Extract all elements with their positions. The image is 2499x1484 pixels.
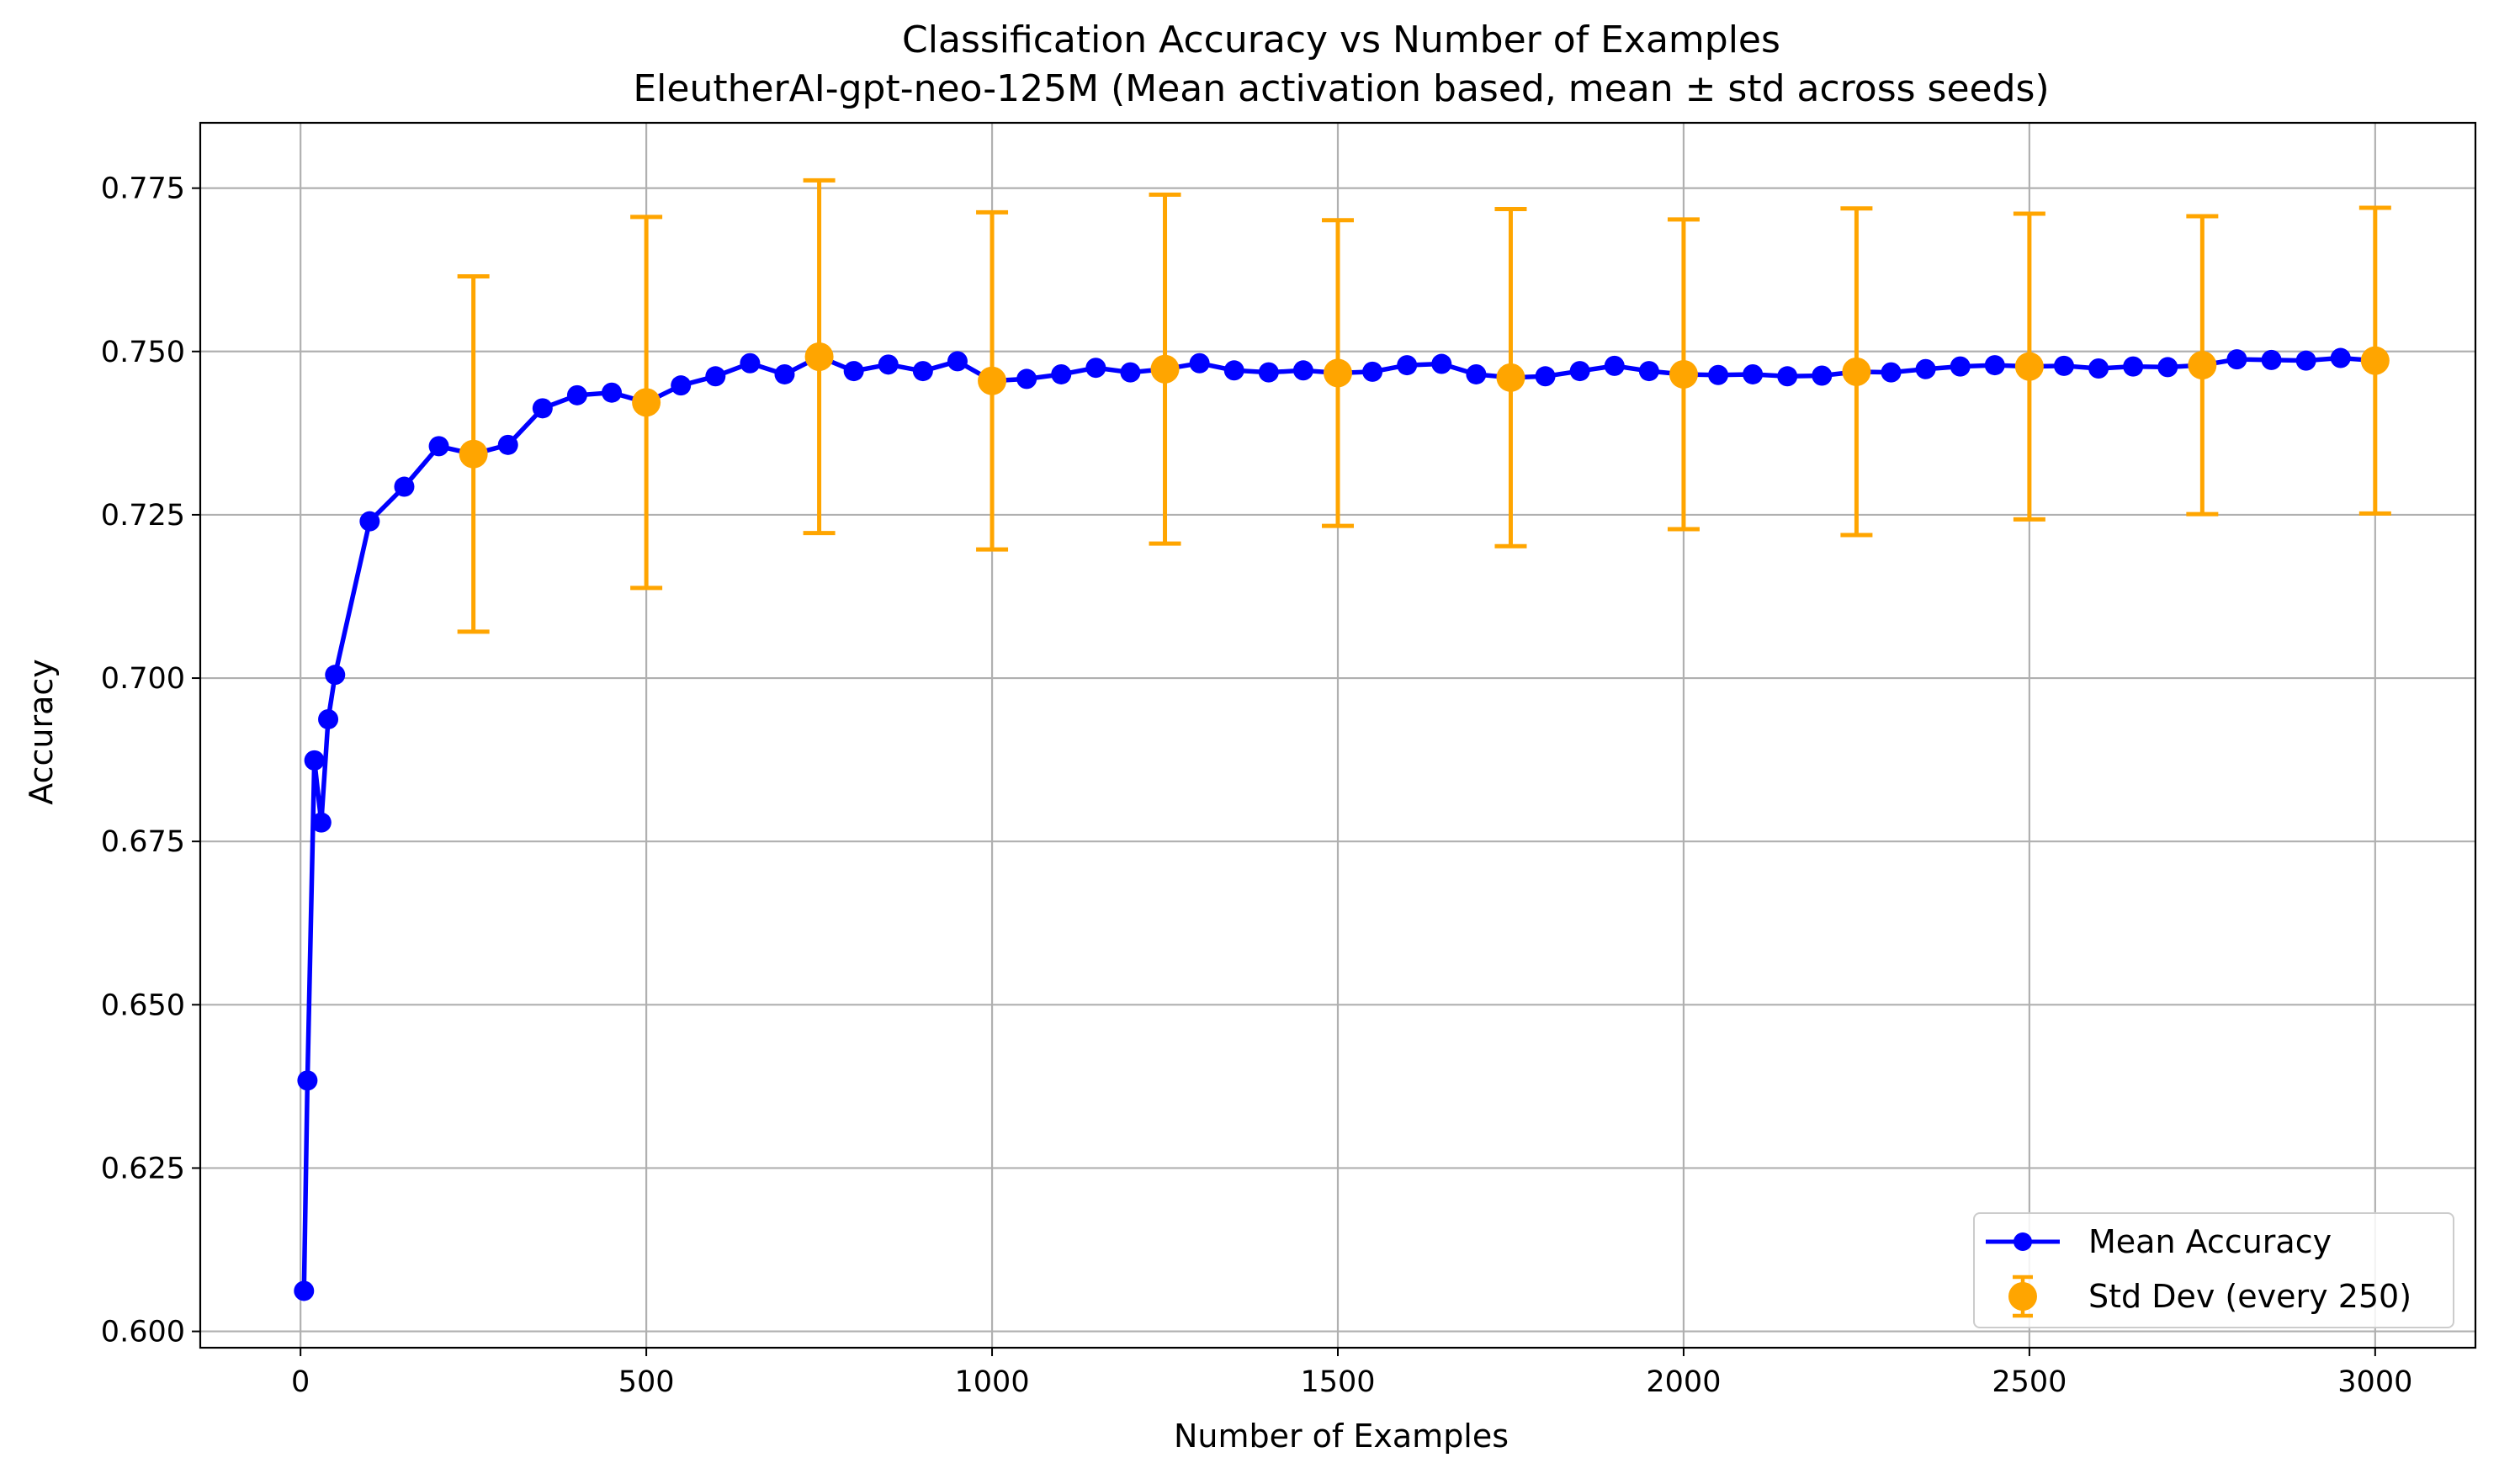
mean-accuracy-point (2330, 347, 2351, 368)
x-tick-label: 2000 (1646, 1365, 1721, 1399)
mean-accuracy-point (325, 665, 346, 686)
y-tick-label: 0.650 (101, 988, 185, 1022)
std-point (1324, 358, 1352, 388)
mean-accuracy-point (2295, 350, 2316, 371)
mean-accuracy-point (1431, 353, 1452, 374)
mean-accuracy-point (1881, 362, 1902, 383)
mean-accuracy-point (602, 382, 623, 403)
mean-accuracy-point (1223, 360, 1244, 381)
mean-accuracy-point (532, 398, 553, 419)
std-point (1669, 359, 1698, 389)
mean-accuracy-point (1950, 356, 1971, 377)
y-axis-label: Accuracy (23, 659, 60, 805)
legend-std-marker (2008, 1282, 2037, 1311)
mean-accuracy-point (1016, 368, 1037, 390)
std-point (1150, 354, 1180, 384)
mean-accuracy-point (1535, 366, 1556, 387)
mean-accuracy-point (1292, 360, 1313, 381)
mean-accuracy-point (1466, 363, 1487, 384)
std-point (2360, 346, 2390, 375)
mean-accuracy-point (2088, 358, 2109, 379)
x-tick-label: 3000 (2337, 1365, 2412, 1399)
mean-accuracy-point (2261, 349, 2282, 370)
mean-accuracy-point (878, 354, 899, 375)
mean-accuracy-point (2053, 355, 2074, 376)
mean-accuracy-point (297, 1070, 318, 1091)
mean-accuracy-point (294, 1280, 315, 1301)
mean-accuracy-point (1120, 362, 1141, 383)
mean-accuracy-point (740, 352, 761, 374)
mean-accuracy-point (497, 434, 518, 455)
x-tick-label: 0 (291, 1365, 310, 1399)
plot-series (294, 178, 2391, 1301)
mean-accuracy-point (1777, 366, 1798, 387)
y-tick-label: 0.700 (101, 662, 185, 696)
mean-accuracy-point (2157, 357, 2178, 378)
mean-accuracy-point (359, 511, 380, 532)
mean-accuracy-point (1812, 365, 1833, 386)
mean-accuracy-point (1051, 363, 1072, 384)
mean-accuracy-point (1258, 362, 1279, 383)
mean-accuracy-point (566, 384, 587, 405)
mean-accuracy-point (671, 375, 692, 396)
mean-accuracy-point (1189, 352, 1210, 374)
mean-accuracy-point (774, 363, 795, 384)
std-point (2188, 351, 2217, 380)
y-tick-label: 0.725 (101, 499, 185, 533)
std-point (804, 342, 834, 371)
std-point (1496, 363, 1525, 392)
mean-accuracy-point (1604, 355, 1625, 376)
mean-accuracy-point (1915, 358, 1936, 379)
y-tick-label: 0.600 (101, 1316, 185, 1349)
mean-accuracy-point (2226, 349, 2247, 370)
mean-accuracy-point (1569, 361, 1590, 382)
std-point (459, 439, 488, 469)
x-tick-label: 2500 (1992, 1365, 2067, 1399)
legend-box (1973, 1212, 2454, 1328)
chart-title: Classification Accuracy vs Number of Exa… (902, 19, 1780, 61)
x-axis-label: Number of Examples (1174, 1418, 1509, 1455)
mean-accuracy-point (1085, 358, 1106, 379)
mean-accuracy-point (304, 750, 325, 771)
mean-accuracy-point (318, 708, 339, 729)
y-tick-label: 0.750 (101, 336, 185, 369)
mean-accuracy-point (1743, 363, 1764, 384)
x-tick-label: 1000 (955, 1365, 1030, 1399)
axis-ticks: 0 500 1000 1500 2000 2500 3000 0.600 0.625 0.650 0… (101, 172, 2413, 1399)
x-tick-label: 500 (618, 1365, 675, 1399)
mean-accuracy-point (1397, 355, 1418, 376)
std-point (2014, 352, 2044, 381)
mean-accuracy-point (1362, 361, 1383, 382)
mean-accuracy-point (394, 476, 415, 497)
std-point (632, 388, 661, 417)
y-tick-label: 0.775 (101, 172, 185, 206)
legend-mean-label: Mean Accuracy (2088, 1223, 2332, 1260)
legend-mean-marker (2014, 1232, 2032, 1251)
mean-accuracy-point (428, 436, 449, 457)
legend-std-label: Std Dev (every 250) (2088, 1278, 2411, 1315)
mean-accuracy-point (1638, 361, 1659, 382)
mean-accuracy-point (310, 812, 332, 833)
y-tick-label: 0.625 (101, 1152, 185, 1185)
std-point (978, 366, 1007, 395)
y-tick-label: 0.675 (101, 825, 185, 859)
mean-accuracy-point (1708, 364, 1729, 385)
std-point (1842, 357, 1871, 386)
mean-accuracy-point (2123, 356, 2144, 377)
mean-accuracy-point (947, 351, 968, 372)
mean-accuracy-point (843, 361, 864, 382)
chart-subtitle: EleutherAI-gpt-neo-125M (Mean activation… (633, 67, 2049, 110)
legend: Mean Accuracy Std Dev (every 250) (1973, 1212, 2454, 1328)
mean-accuracy-point (912, 361, 933, 382)
mean-accuracy-point (705, 366, 726, 387)
mean-accuracy-point (1984, 355, 2005, 376)
x-tick-label: 1500 (1300, 1365, 1375, 1399)
